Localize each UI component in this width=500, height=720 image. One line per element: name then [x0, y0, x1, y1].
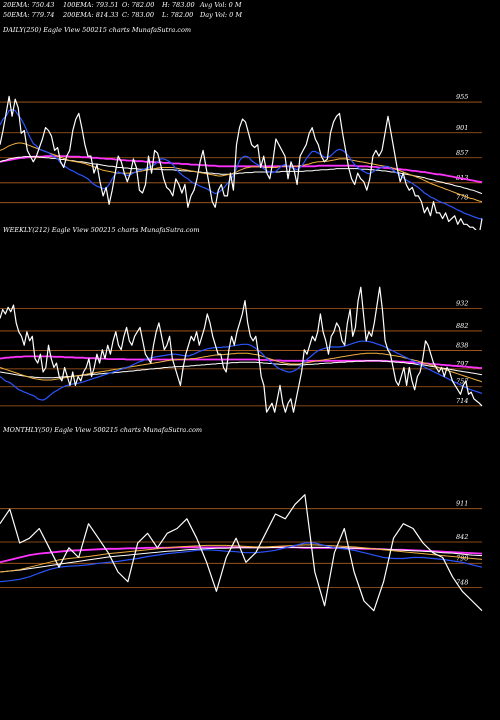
level-label: 798 [456, 554, 468, 562]
level-label: 901 [456, 124, 468, 132]
monthly-chart-panel: 911 842 798 748 [0, 494, 483, 612]
price-series-line [0, 286, 483, 413]
close-stat: C: 783.00 [122, 11, 154, 19]
low-stat: L: 782.00 [162, 11, 194, 19]
open-stat: O: 782.00 [122, 1, 155, 9]
ema50-stat: 50EMA: 779.74 [3, 11, 55, 19]
level-label: 842 [456, 533, 468, 541]
ema50-series-line [0, 352, 483, 383]
weekly-chart-panel: 932 882 838 797 757 714 [0, 286, 483, 413]
monthly-panel-title: MONTHLY(50) Eagle View 500215 charts Mun… [3, 426, 203, 434]
level-label: 932 [456, 300, 468, 308]
level-label: 955 [456, 93, 468, 101]
day-vol-stat: Day Vol: 0 M [200, 11, 243, 19]
price-series-line [0, 494, 483, 612]
ema20-series-line [0, 340, 483, 401]
ema50-series-line [0, 142, 483, 203]
ema100-stat: 100EMA: 793.51 [63, 1, 119, 9]
level-label: 882 [456, 322, 468, 330]
level-label: 757 [456, 378, 469, 386]
level-label: 857 [456, 149, 469, 157]
level-label: 838 [456, 342, 468, 350]
daily-panel-title: DAILY(250) Eagle View 500215 charts Muna… [3, 26, 192, 34]
price-series-line [0, 95, 483, 230]
ema20-stat: 20EMA: 750.43 [3, 1, 55, 9]
level-label: 714 [456, 397, 468, 405]
ema20-series-line [0, 108, 482, 220]
high-stat: H: 783.00 [162, 1, 195, 9]
ema200-series-line [0, 155, 483, 184]
level-label: 797 [456, 360, 469, 368]
level-label: 778 [456, 194, 468, 202]
avg-vol-stat: Avg Vol: 0 M [200, 1, 242, 9]
ema50-series-line [0, 544, 483, 573]
ema100-series-line [0, 546, 483, 573]
level-label: 911 [456, 500, 468, 508]
ema20-series-line [0, 542, 483, 583]
level-label: 748 [456, 578, 468, 586]
ema100-series-line [0, 156, 483, 195]
weekly-panel-title: WEEKLY(212) Eagle View 500215 charts Mun… [3, 226, 200, 234]
ema200-stat: 200EMA: 814.33 [63, 11, 119, 19]
ema200-series-line [0, 355, 482, 369]
